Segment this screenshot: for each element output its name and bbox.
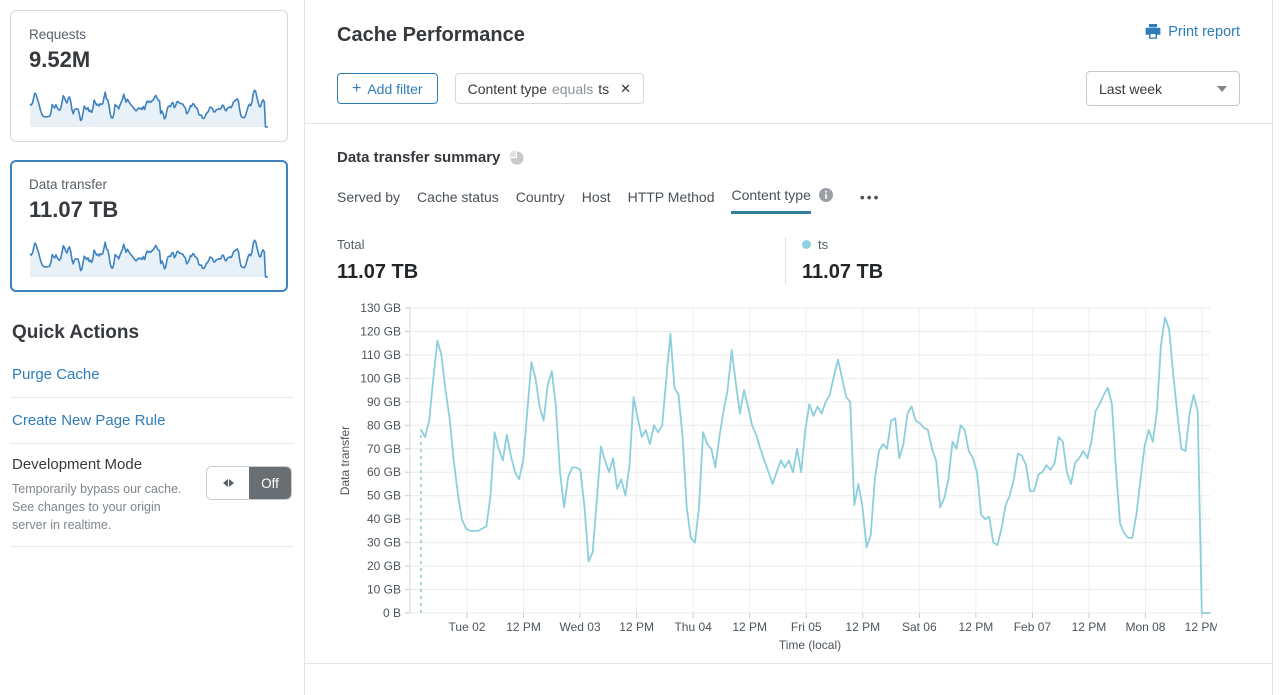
remove-filter-icon[interactable]: ✕: [620, 80, 632, 96]
printer-icon: [1145, 24, 1161, 39]
data-transfer-sparkline: [29, 239, 268, 278]
x-tick-label: 12 PM: [619, 620, 654, 634]
summary-tabs: Served by Cache status Country Host HTTP…: [337, 187, 1240, 214]
sidebar: Requests 9.52M Data transfer 11.07 TB Qu…: [0, 0, 305, 695]
requests-sparkline: [29, 89, 268, 128]
page-title: Cache Performance: [337, 24, 525, 46]
sparkline-fill: [30, 90, 268, 127]
filter-chip-field: Content type: [467, 80, 547, 97]
total-value: 11.07 TB: [337, 261, 419, 283]
y-tick-label: 100 GB: [360, 371, 401, 385]
y-tick-label: 30 GB: [367, 536, 401, 550]
y-tick-label: 90 GB: [367, 395, 401, 409]
y-tick-label: 130 GB: [360, 301, 401, 315]
data-transfer-summary-section: Data transfer summary Served by Cache st…: [305, 124, 1272, 661]
sparkline-fill: [30, 240, 268, 277]
total-label: Total: [337, 237, 365, 252]
x-axis-title: Time (local): [779, 638, 841, 652]
series-line-ts: [420, 316, 1211, 614]
chart-area: 130 GB 120 GB 110 GB 100 GB 90 GB 80 GB 70 GB 6…: [337, 298, 1240, 661]
legend-ts-name: ts: [818, 237, 829, 252]
development-mode-text: Development Mode Temporarily bypass our …: [12, 456, 184, 534]
legend-ts-dot: [802, 240, 811, 249]
toggle-state-label: Off: [249, 467, 291, 499]
quick-actions-title: Quick Actions: [12, 322, 140, 343]
bottom-divider: [305, 663, 1272, 664]
create-page-rule-link[interactable]: Create New Page Rule: [10, 398, 294, 444]
tab-content-type[interactable]: Content type: [731, 187, 811, 214]
y-tick-label: 70 GB: [367, 442, 401, 456]
development-mode-toggle[interactable]: Off: [206, 466, 292, 500]
totals-row: Total 11.07 TB ts 11.07 TB: [337, 237, 1240, 284]
gridlines: [405, 307, 1210, 618]
x-tick-label: 12 PM: [506, 620, 541, 634]
add-filter-label: Add filter: [367, 80, 423, 97]
sampled-data-pie-icon: [509, 150, 525, 165]
data-transfer-card[interactable]: Data transfer 11.07 TB: [10, 160, 288, 292]
date-range-select[interactable]: Last week: [1086, 71, 1240, 106]
summary-title: Data transfer summary: [337, 149, 501, 166]
x-tick-label: 12 PM: [845, 620, 880, 634]
tab-cache-status[interactable]: Cache status: [417, 188, 499, 205]
tab-host[interactable]: Host: [581, 188, 611, 205]
x-tick-label: 12 PM: [959, 620, 994, 634]
data-transfer-card-label: Data transfer: [29, 177, 108, 192]
filter-chip: Content type equals ts ✕: [454, 73, 645, 104]
tab-served-by[interactable]: Served by: [337, 188, 401, 205]
x-tick-label: Feb 07: [1014, 620, 1052, 634]
x-tick-label: 12 PM: [1185, 620, 1217, 634]
y-tick-label: 0 B: [383, 606, 401, 620]
x-tick-label: 12 PM: [732, 620, 767, 634]
axes: 130 GB 120 GB 110 GB 100 GB 90 GB 80 GB 70 GB 6…: [338, 301, 1219, 652]
purge-cache-link[interactable]: Purge Cache: [10, 352, 294, 398]
section-divider: [305, 123, 1272, 124]
print-report-button[interactable]: Print report: [1145, 24, 1240, 40]
more-tabs-icon[interactable]: •••: [859, 188, 881, 205]
filter-row: + Add filter Content type equals ts ✕ La…: [305, 71, 1272, 106]
requests-card-value: 9.52M: [29, 47, 91, 72]
development-mode-description: Temporarily bypass our cache. See change…: [12, 482, 182, 532]
x-tick-label: Fri 05: [791, 620, 822, 634]
y-tick-label: 110 GB: [361, 348, 401, 362]
y-tick-label: 80 GB: [367, 418, 401, 432]
filter-chip-value: ts: [598, 80, 610, 97]
x-tick-label: 12 PM: [1072, 620, 1107, 634]
development-mode-title: Development Mode: [12, 456, 143, 473]
requests-card[interactable]: Requests 9.52M: [10, 10, 288, 142]
data-transfer-card-value: 11.07 TB: [29, 197, 119, 222]
legend-block: ts 11.07 TB: [785, 237, 883, 284]
x-tick-label: Tue 02: [449, 620, 486, 634]
tab-http-method[interactable]: HTTP Method: [627, 188, 715, 205]
toggle-arrows-icon: [207, 467, 249, 499]
requests-card-label: Requests: [29, 27, 87, 42]
y-tick-label: 40 GB: [367, 512, 401, 526]
x-tick-label: Mon 08: [1125, 620, 1165, 634]
chevron-down-icon: [1217, 85, 1227, 92]
legend-ts-value: 11.07 TB: [802, 261, 884, 283]
info-icon[interactable]: [818, 188, 833, 202]
y-tick-label: 20 GB: [367, 559, 401, 573]
main-chart[interactable]: 130 GB 120 GB 110 GB 100 GB 90 GB 80 GB 70 GB 6…: [337, 298, 1219, 656]
development-mode-row: Development Mode Temporarily bypass our …: [10, 444, 294, 547]
plus-icon: +: [352, 79, 362, 97]
y-tick-label: 120 GB: [360, 324, 401, 338]
tab-country[interactable]: Country: [515, 188, 565, 205]
x-tick-label: Thu 04: [674, 620, 712, 634]
x-tick-label: Sat 06: [902, 620, 937, 634]
x-tick-label: Wed 03: [560, 620, 601, 634]
y-tick-label: 60 GB: [367, 465, 401, 479]
add-filter-button[interactable]: + Add filter: [337, 73, 438, 104]
y-axis-title: Data transfer: [338, 426, 352, 495]
date-range-value: Last week: [1099, 80, 1163, 97]
main-content: Cache Performance Print report + Add fil…: [305, 0, 1273, 695]
print-report-label: Print report: [1168, 24, 1240, 40]
y-tick-label: 10 GB: [367, 583, 401, 597]
sparkline-line: [29, 239, 268, 278]
sparkline-line: [29, 89, 268, 128]
y-tick-label: 50 GB: [367, 489, 401, 503]
main-header: Cache Performance Print report: [305, 24, 1272, 47]
filter-chip-operator: equals: [551, 80, 594, 97]
